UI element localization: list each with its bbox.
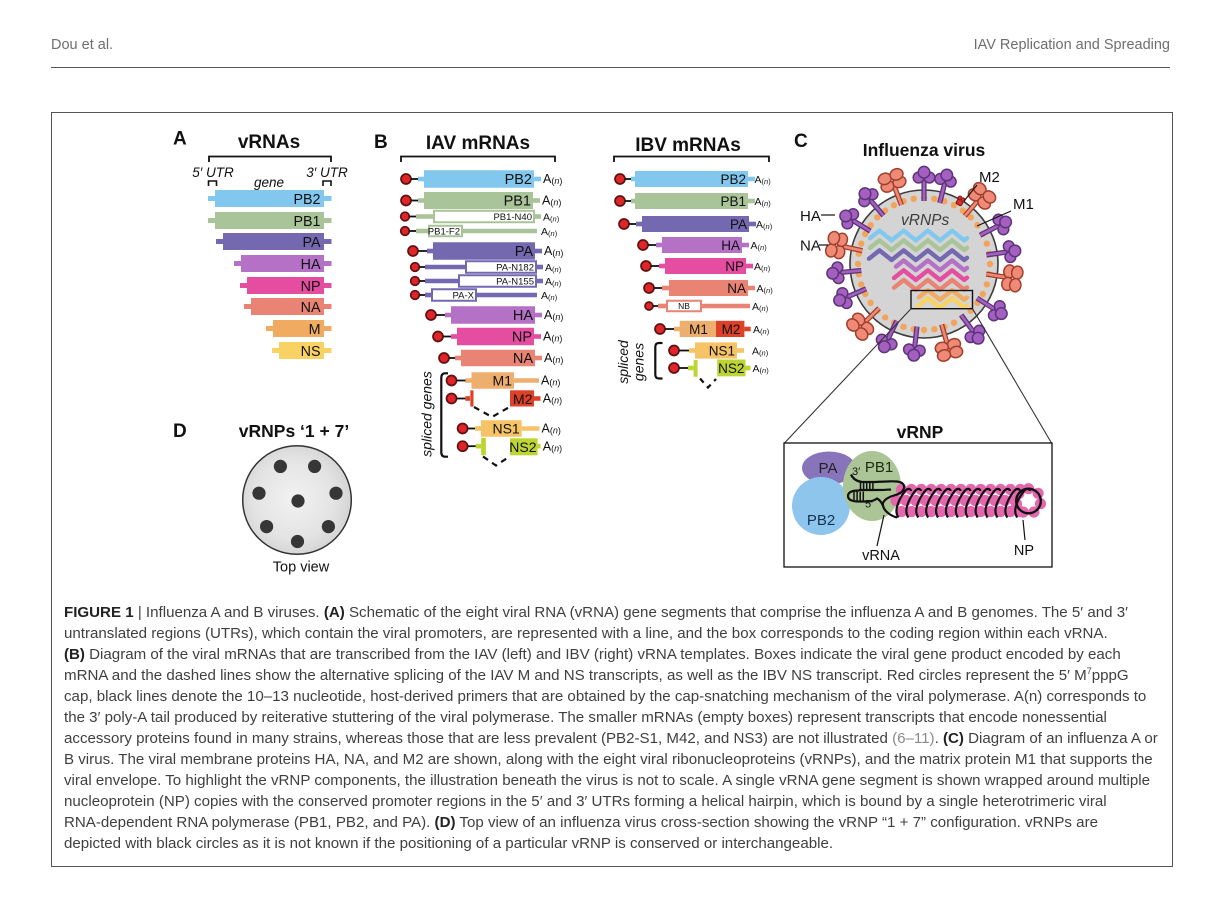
svg-text:NA: NA [301, 300, 321, 316]
svg-text:PB1: PB1 [504, 194, 531, 210]
svg-text:A(n): A(n) [544, 244, 563, 258]
svg-text:M1: M1 [689, 322, 708, 337]
svg-text:gene: gene [254, 175, 284, 190]
svg-text:PB2: PB2 [293, 192, 320, 208]
svg-text:A(n): A(n) [757, 283, 774, 295]
svg-text:3′: 3′ [852, 466, 860, 478]
svg-text:Top view: Top view [273, 560, 330, 576]
svg-text:A(n): A(n) [756, 219, 773, 231]
svg-text:A(n): A(n) [752, 346, 769, 358]
svg-text:M1: M1 [493, 373, 513, 389]
svg-text:B: B [374, 132, 388, 153]
svg-text:vRNA: vRNA [862, 548, 900, 564]
svg-text:HA: HA [513, 308, 533, 324]
svg-text:PB1: PB1 [720, 194, 746, 209]
svg-text:M: M [309, 322, 321, 338]
svg-text:C: C [794, 131, 808, 152]
svg-text:NA: NA [800, 238, 821, 255]
svg-text:PB2: PB2 [720, 172, 746, 187]
svg-text:A(n): A(n) [543, 392, 562, 406]
svg-text:HA: HA [721, 238, 740, 253]
svg-text:A(n): A(n) [541, 226, 558, 238]
svg-text:NB: NB [678, 301, 690, 311]
svg-text:PA: PA [730, 217, 747, 232]
svg-text:HA: HA [800, 208, 821, 225]
svg-text:Influenza virus: Influenza virus [863, 140, 986, 160]
svg-text:A(n): A(n) [545, 276, 562, 288]
svg-text:NS2: NS2 [718, 361, 744, 376]
svg-text:M2: M2 [722, 322, 741, 337]
svg-text:IBV mRNAs: IBV mRNAs [635, 135, 741, 156]
svg-text:PB1: PB1 [865, 459, 893, 476]
svg-text:PB1-N40: PB1-N40 [493, 212, 532, 223]
svg-text:NP: NP [512, 330, 532, 346]
svg-text:genes: genes [631, 343, 647, 381]
svg-text:3′ UTR: 3′ UTR [306, 165, 348, 180]
svg-text:NP: NP [1014, 543, 1034, 559]
svg-text:PA: PA [819, 460, 838, 477]
svg-text:IAV mRNAs: IAV mRNAs [426, 133, 530, 154]
svg-text:5′ UTR: 5′ UTR [192, 165, 234, 180]
svg-text:NP: NP [301, 279, 321, 295]
svg-text:A(n): A(n) [543, 212, 560, 224]
svg-text:A(n): A(n) [543, 440, 562, 454]
svg-text:A(n): A(n) [755, 174, 772, 186]
svg-text:A(n): A(n) [752, 301, 769, 313]
svg-text:PB1-F2: PB1-F2 [428, 226, 460, 237]
svg-text:A(n): A(n) [751, 240, 768, 252]
svg-text:NS: NS [301, 344, 321, 360]
svg-text:spliced: spliced [615, 339, 631, 384]
svg-text:NS2: NS2 [509, 439, 536, 455]
svg-text:A(n): A(n) [541, 374, 560, 388]
svg-text:PA: PA [302, 235, 320, 251]
svg-text:5′: 5′ [865, 499, 873, 511]
svg-text:A(n): A(n) [545, 262, 562, 274]
svg-text:PA-X: PA-X [453, 290, 475, 301]
svg-text:spliced genes: spliced genes [419, 371, 435, 457]
svg-text:NS1: NS1 [709, 343, 735, 358]
svg-text:NP: NP [725, 259, 744, 274]
svg-text:A(n): A(n) [542, 194, 561, 208]
svg-text:PB2: PB2 [505, 172, 532, 188]
svg-text:NA: NA [513, 351, 533, 367]
svg-text:vRNAs: vRNAs [238, 132, 300, 153]
svg-text:M2: M2 [979, 169, 1000, 186]
svg-text:NS1: NS1 [492, 421, 519, 437]
svg-text:D: D [173, 421, 187, 442]
svg-text:HA: HA [301, 257, 321, 273]
svg-text:PA: PA [515, 244, 534, 260]
svg-text:M2: M2 [513, 391, 533, 407]
svg-text:PB1: PB1 [293, 214, 320, 230]
svg-text:vRNPs ‘1 + 7’: vRNPs ‘1 + 7’ [239, 421, 349, 441]
svg-text:A(n): A(n) [753, 363, 770, 375]
svg-text:M1: M1 [1013, 196, 1034, 213]
svg-text:A(n): A(n) [754, 261, 771, 273]
svg-text:A(n): A(n) [541, 290, 558, 302]
svg-text:vRNPs: vRNPs [901, 212, 949, 229]
svg-text:A(n): A(n) [543, 330, 562, 344]
svg-text:A(n): A(n) [544, 351, 563, 365]
svg-text:A: A [173, 129, 187, 150]
svg-text:PB2: PB2 [807, 512, 835, 529]
svg-text:PA-N182: PA-N182 [496, 262, 534, 273]
svg-text:A(n): A(n) [755, 196, 772, 208]
svg-text:PA-N155: PA-N155 [496, 276, 534, 287]
svg-text:A(n): A(n) [544, 308, 563, 322]
svg-text:NA: NA [727, 281, 746, 296]
svg-text:A(n): A(n) [753, 324, 770, 336]
svg-text:A(n): A(n) [542, 422, 561, 436]
svg-text:vRNP: vRNP [897, 422, 944, 442]
svg-text:A(n): A(n) [543, 172, 562, 186]
